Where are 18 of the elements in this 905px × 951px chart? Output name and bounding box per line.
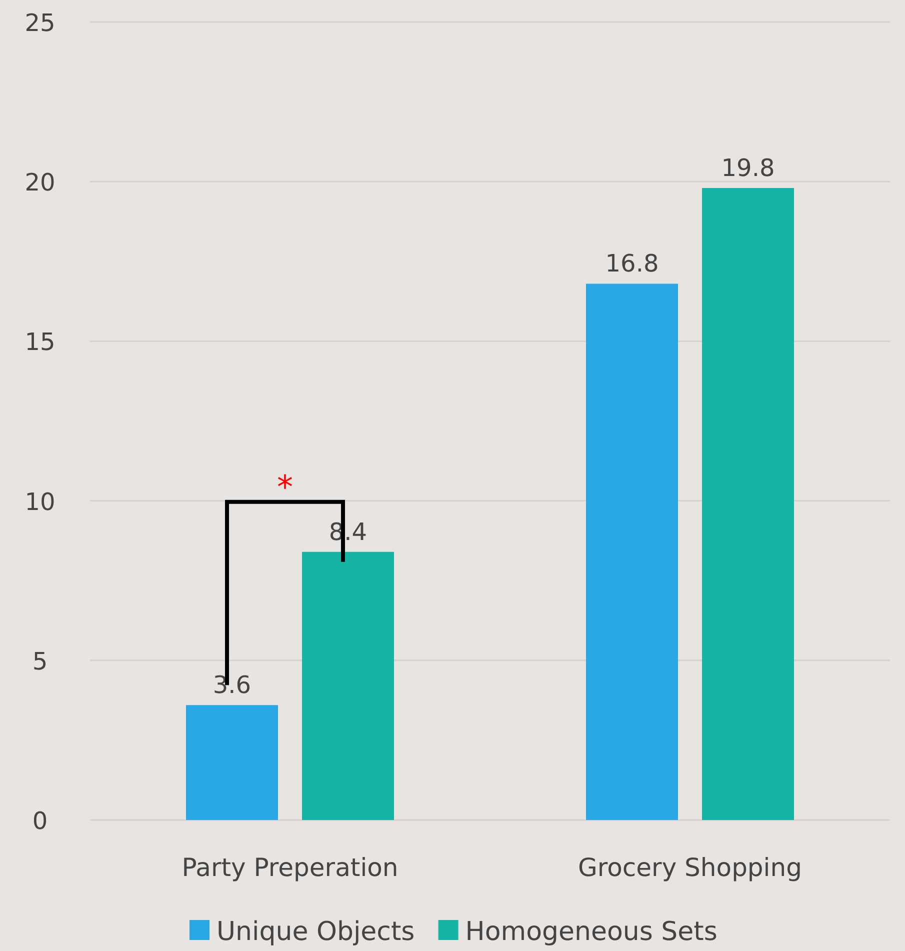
annotation: * <box>277 468 293 506</box>
y-tick-label: 15 <box>24 328 56 356</box>
data-label: 3.6 <box>212 671 252 700</box>
data-label: 19.8 <box>721 154 775 182</box>
y-tick-label: 5 <box>32 647 48 676</box>
y-tick-label: 20 <box>24 168 56 197</box>
y-tick-label: 10 <box>24 488 56 516</box>
x-tick-label: Party Preperation <box>182 853 398 882</box>
legend-label: Homogeneous Sets <box>465 917 718 947</box>
data-label: 16.8 <box>605 250 659 278</box>
y-tick-label: 0 <box>32 807 48 835</box>
bar <box>586 284 678 820</box>
bar <box>186 705 278 820</box>
bar <box>702 188 794 820</box>
legend-label: Unique Objects <box>216 917 415 947</box>
x-tick-label: Grocery Shopping <box>578 853 802 882</box>
bar <box>302 552 394 820</box>
y-tick-label: 25 <box>24 9 56 37</box>
